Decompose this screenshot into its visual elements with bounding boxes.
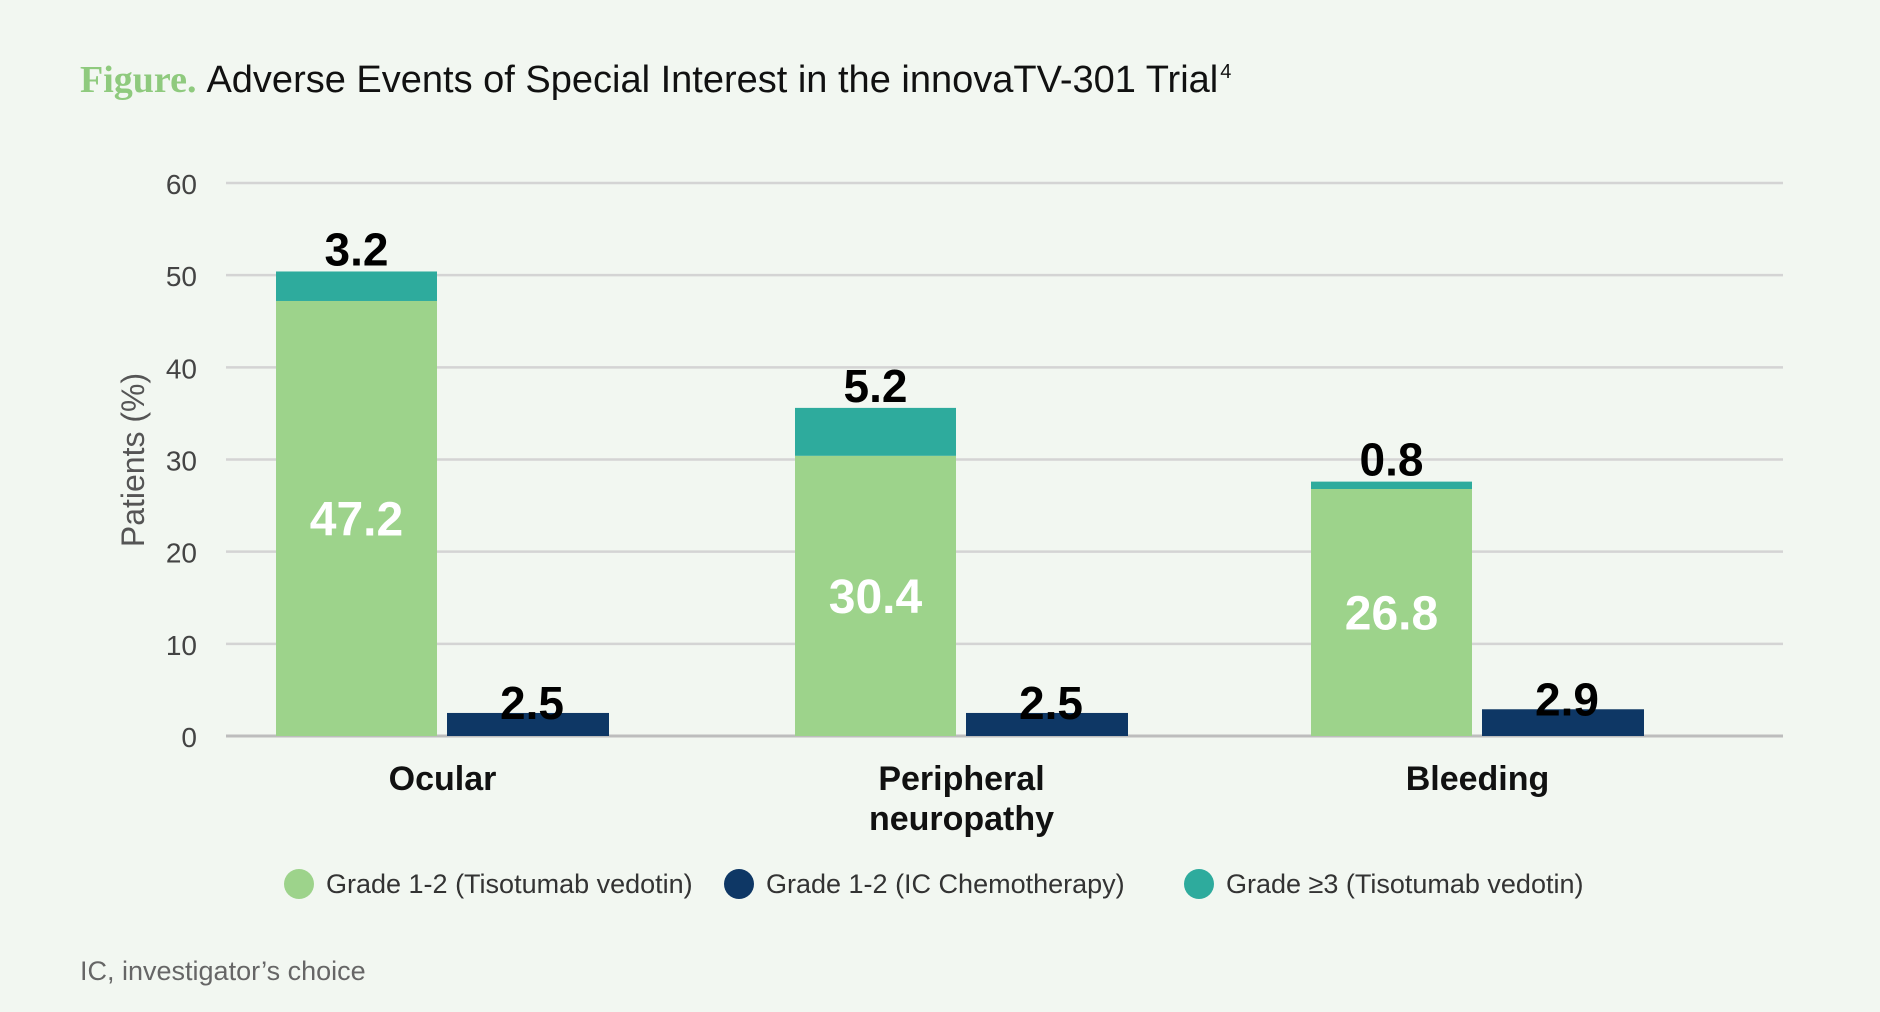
data-label-grade12-tisotumab: 30.4: [829, 571, 923, 624]
y-tick-label: 60: [166, 169, 197, 200]
data-label-grade12-ic: 2.5: [500, 677, 564, 729]
legend-label: Grade ≥3 (Tisotumab vedotin): [1226, 868, 1584, 899]
x-category-label-line: neuropathy: [869, 800, 1054, 838]
y-tick-label: 40: [166, 353, 197, 384]
bar-grade12-ic: [447, 712, 609, 736]
bar-grade12-ic: [966, 712, 1128, 736]
data-label-grade3-tisotumab: 0.8: [1360, 434, 1424, 486]
x-category-label-line: Bleeding: [1406, 760, 1550, 798]
legend-item-grade3-tisotumab: Grade ≥3 (Tisotumab vedotin): [1184, 862, 1583, 906]
data-label-grade12-ic: 2.5: [1019, 677, 1083, 729]
legend-swatch-teal: [1184, 869, 1214, 899]
data-label-grade12-ic: 2.9: [1535, 673, 1599, 725]
legend-item-grade12-ic: Grade 1-2 (IC Chemotherapy): [724, 862, 1125, 906]
data-label-grade12-tisotumab: 26.8: [1345, 587, 1438, 640]
y-tick-label: 0: [181, 722, 197, 753]
x-category-label-line: Ocular: [389, 760, 497, 798]
title-text: Adverse Events of Special Interest in th…: [206, 59, 1219, 101]
bar-chart: 47.2 3.2 2.5 30.4 5.2 2.5 26.8 0.8 2.9 0 10 20 30 40…: [115, 169, 1783, 838]
chart-title: Figure. Adverse Events of Special Interes…: [80, 58, 1231, 102]
chart-legend: Grade 1-2 (Tisotumab vedotin) Grade 1-2 …: [0, 862, 1880, 906]
bar-grade3-tisotumab: [1311, 481, 1472, 489]
bar-grade3-tisotumab: [795, 407, 956, 456]
x-category-label: Bleeding: [1406, 760, 1550, 798]
y-tick-label: 20: [166, 538, 197, 569]
y-tick-label: 10: [166, 630, 197, 661]
y-tick-label: 30: [166, 446, 197, 477]
legend-label: Grade 1-2 (IC Chemotherapy): [766, 868, 1125, 899]
data-label-grade12-tisotumab: 47.2: [310, 493, 403, 546]
x-category-label: Peripheral neuropathy: [869, 760, 1054, 838]
figure-label: Figure.: [80, 59, 197, 101]
y-tick-label: 50: [166, 261, 197, 292]
bar-grade12-tisotumab: [276, 300, 437, 736]
data-label-grade3-tisotumab: 3.2: [325, 223, 389, 275]
bar-grade12-ic: [1482, 709, 1644, 736]
x-category-label: Ocular: [389, 760, 497, 798]
bar-grade12-tisotumab: [1311, 488, 1472, 736]
legend-label: Grade 1-2 (Tisotumab vedotin): [326, 868, 693, 899]
y-axis-label: Patients (%): [115, 373, 151, 547]
legend-swatch-green: [284, 869, 314, 899]
bar-grade12-tisotumab: [795, 455, 956, 736]
title-reference: 4: [1220, 61, 1232, 84]
legend-item-grade12-tisotumab: Grade 1-2 (Tisotumab vedotin): [284, 862, 693, 906]
footnote: IC, investigator’s choice: [80, 956, 366, 986]
x-category-label-line: Peripheral: [878, 760, 1044, 798]
legend-swatch-navy: [724, 869, 754, 899]
data-label-grade3-tisotumab: 5.2: [844, 360, 908, 412]
bar-grade3-tisotumab: [276, 271, 437, 301]
